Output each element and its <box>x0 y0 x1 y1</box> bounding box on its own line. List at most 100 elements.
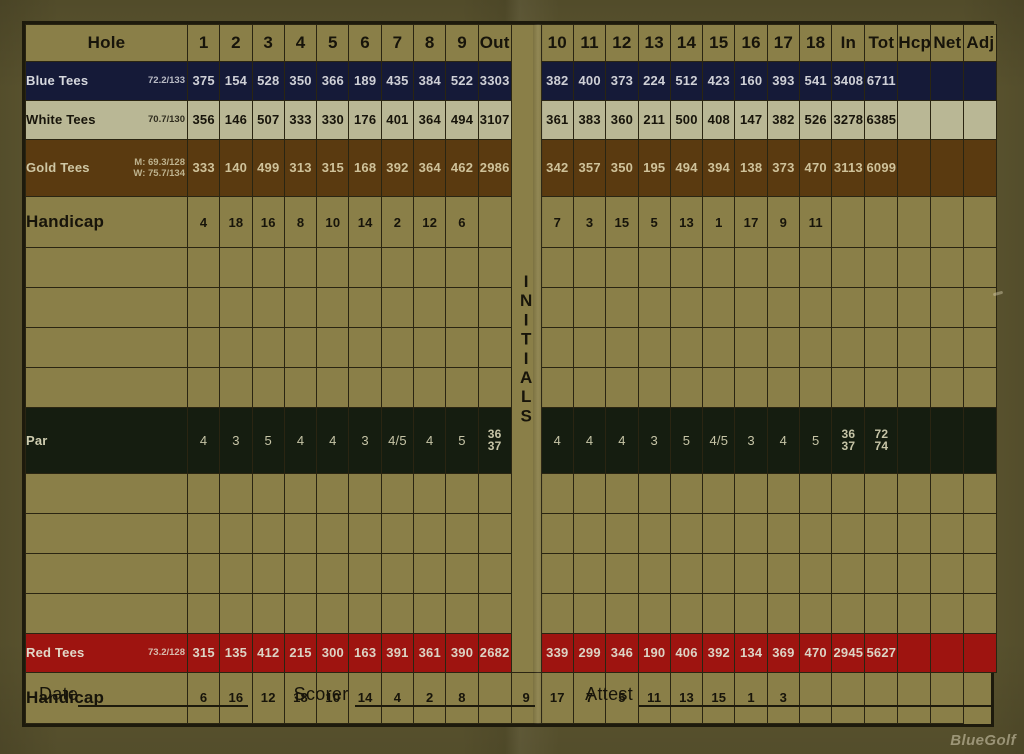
score-cell-4[interactable] <box>283 552 318 594</box>
score-cell-5[interactable] <box>316 247 350 289</box>
score-out-cell[interactable] <box>477 287 512 329</box>
score-cell-16[interactable] <box>734 512 768 554</box>
score-cell-8[interactable] <box>413 247 447 289</box>
handicap_bottom-adj[interactable] <box>930 671 965 725</box>
score-cell-9[interactable] <box>445 472 479 514</box>
score-cell-2[interactable] <box>219 287 253 329</box>
initials-column[interactable]: INITIALS <box>510 24 542 673</box>
score-hcp-cell[interactable] <box>897 367 932 409</box>
score-cell-10[interactable] <box>540 247 574 289</box>
score-cell-14[interactable] <box>669 247 704 289</box>
score-cell-15[interactable] <box>702 592 736 634</box>
score-out-cell[interactable] <box>477 512 512 554</box>
score-cell-9[interactable] <box>445 287 479 329</box>
score-cell-17[interactable] <box>766 367 801 409</box>
red-hcp[interactable] <box>897 632 932 673</box>
handicap_top-adj[interactable] <box>963 196 998 249</box>
white-hcp[interactable] <box>897 99 932 140</box>
player-name-cell[interactable] <box>25 367 188 409</box>
score-cell-16[interactable] <box>734 552 768 594</box>
score-cell-12[interactable] <box>605 472 639 514</box>
score-cell-12[interactable] <box>605 247 639 289</box>
score-cell-8[interactable] <box>413 552 447 594</box>
score-cell-5[interactable] <box>316 592 350 634</box>
score-net-cell[interactable] <box>930 592 965 634</box>
score-cell-6[interactable] <box>348 512 382 554</box>
score-cell-6[interactable] <box>348 552 382 594</box>
score-cell-18[interactable] <box>799 552 833 594</box>
score-cell-11[interactable] <box>572 247 607 289</box>
score-cell-11[interactable] <box>572 287 607 329</box>
score-cell-3[interactable] <box>251 327 285 369</box>
score-hcp-cell[interactable] <box>897 287 932 329</box>
score-cell-1[interactable] <box>186 247 221 289</box>
score-cell-6[interactable] <box>348 472 382 514</box>
score-cell-15[interactable] <box>702 327 736 369</box>
scorer-write-line[interactable] <box>354 688 535 707</box>
white-adj[interactable] <box>963 99 998 140</box>
score-cell-18[interactable] <box>799 472 833 514</box>
score-cell-9[interactable] <box>445 592 479 634</box>
score-in-cell[interactable] <box>831 552 866 594</box>
score-cell-15[interactable] <box>702 247 736 289</box>
date-field[interactable]: Date <box>39 684 249 707</box>
score-cell-5[interactable] <box>316 367 350 409</box>
score-cell-9[interactable] <box>445 552 479 594</box>
score-cell-16[interactable] <box>734 287 768 329</box>
score-cell-8[interactable] <box>413 287 447 329</box>
score-tot-cell[interactable] <box>864 472 899 514</box>
score-in-cell[interactable] <box>831 592 866 634</box>
scorer-field[interactable]: Scorer <box>294 684 535 707</box>
player-name-cell[interactable] <box>25 472 188 514</box>
score-cell-4[interactable] <box>283 287 318 329</box>
score-adj-cell[interactable] <box>963 327 998 369</box>
score-cell-16[interactable] <box>734 592 768 634</box>
player-score-row[interactable] <box>25 512 998 554</box>
par-net[interactable] <box>930 407 965 474</box>
score-cell-16[interactable] <box>734 367 768 409</box>
score-cell-13[interactable] <box>637 552 671 594</box>
score-cell-8[interactable] <box>413 367 447 409</box>
score-adj-cell[interactable] <box>963 512 998 554</box>
player-score-row[interactable] <box>25 327 998 369</box>
score-hcp-cell[interactable] <box>897 512 932 554</box>
score-cell-8[interactable] <box>413 472 447 514</box>
score-cell-13[interactable] <box>637 247 671 289</box>
player-score-row[interactable] <box>25 287 998 329</box>
score-net-cell[interactable] <box>930 552 965 594</box>
score-adj-cell[interactable] <box>963 552 998 594</box>
player-score-row[interactable] <box>25 472 998 514</box>
score-cell-3[interactable] <box>251 472 285 514</box>
score-cell-11[interactable] <box>572 592 607 634</box>
score-cell-1[interactable] <box>186 552 221 594</box>
score-cell-4[interactable] <box>283 472 318 514</box>
score-cell-7[interactable] <box>380 552 415 594</box>
score-cell-16[interactable] <box>734 247 768 289</box>
player-name-cell[interactable] <box>25 287 188 329</box>
score-net-cell[interactable] <box>930 472 965 514</box>
score-cell-12[interactable] <box>605 552 639 594</box>
score-cell-7[interactable] <box>380 327 415 369</box>
handicap_bottom-hcp[interactable] <box>864 671 899 725</box>
score-cell-15[interactable] <box>702 287 736 329</box>
gold-hcp[interactable] <box>897 138 932 198</box>
score-net-cell[interactable] <box>930 247 965 289</box>
score-adj-cell[interactable] <box>963 592 998 634</box>
score-hcp-cell[interactable] <box>897 552 932 594</box>
score-cell-4[interactable] <box>283 512 318 554</box>
score-cell-15[interactable] <box>702 367 736 409</box>
score-cell-15[interactable] <box>702 512 736 554</box>
score-cell-5[interactable] <box>316 472 350 514</box>
attest-field[interactable]: Attest <box>585 684 991 707</box>
score-cell-5[interactable] <box>316 287 350 329</box>
score-cell-2[interactable] <box>219 512 253 554</box>
score-cell-11[interactable] <box>572 512 607 554</box>
score-cell-7[interactable] <box>380 472 415 514</box>
white-net[interactable] <box>930 99 965 140</box>
score-cell-11[interactable] <box>572 552 607 594</box>
player-name-cell[interactable] <box>25 592 188 634</box>
score-cell-13[interactable] <box>637 512 671 554</box>
score-cell-3[interactable] <box>251 287 285 329</box>
blue-adj[interactable] <box>963 61 998 101</box>
score-in-cell[interactable] <box>831 367 866 409</box>
